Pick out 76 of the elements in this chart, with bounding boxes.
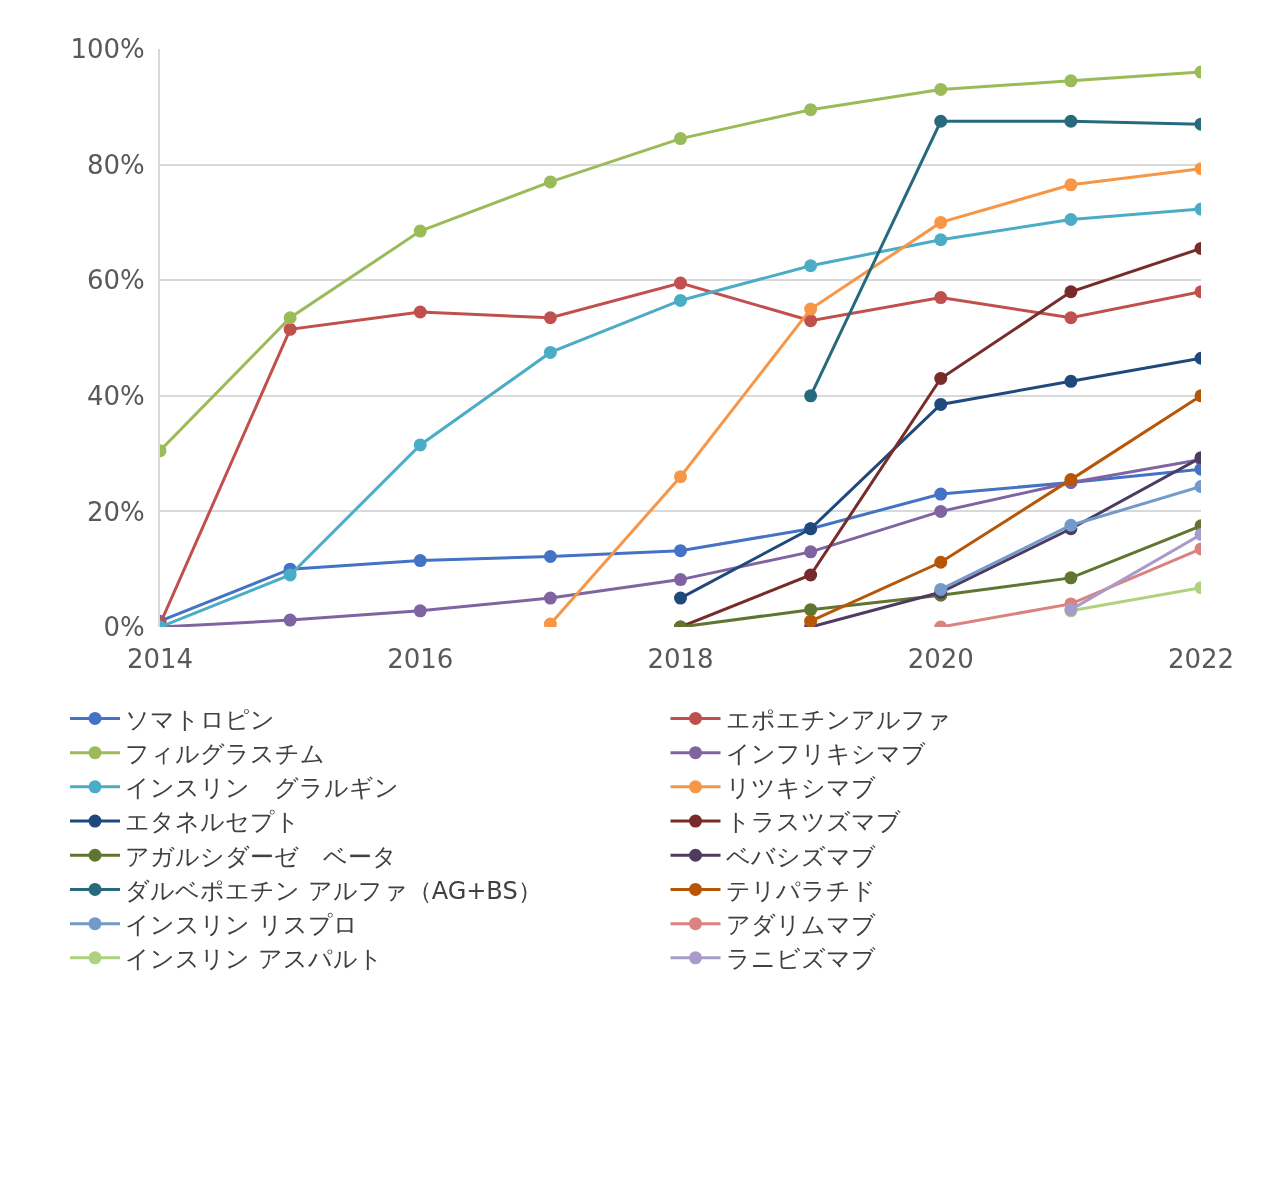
point bbox=[543, 549, 557, 563]
point bbox=[543, 591, 557, 605]
point bbox=[804, 568, 818, 582]
x-tick-label: 2022 bbox=[1167, 644, 1235, 674]
point bbox=[283, 311, 297, 325]
x-tick-label: 2018 bbox=[647, 644, 714, 674]
legend-label: アガルシダーゼ ベータ bbox=[125, 842, 397, 871]
legend-label: トラスツズマブ bbox=[725, 808, 901, 837]
legend-label: ダルベポエチン アルファ（AG+BS） bbox=[125, 876, 542, 905]
point bbox=[413, 305, 427, 319]
point bbox=[1064, 178, 1078, 192]
point bbox=[1064, 213, 1078, 226]
y-tick-label: 20% bbox=[87, 496, 145, 527]
point bbox=[674, 276, 687, 290]
point bbox=[934, 215, 948, 229]
y-tick-label: 0% bbox=[103, 612, 145, 643]
point bbox=[804, 314, 818, 328]
point bbox=[934, 82, 948, 96]
legend-label: ソマトロピン bbox=[125, 705, 275, 734]
point bbox=[674, 293, 687, 307]
point bbox=[283, 613, 297, 627]
point bbox=[804, 302, 818, 316]
y-tick-label: 60% bbox=[87, 265, 145, 296]
point bbox=[674, 573, 687, 587]
x-tick-label: 2020 bbox=[907, 644, 974, 674]
point bbox=[1064, 518, 1078, 532]
point bbox=[413, 438, 427, 452]
point bbox=[804, 614, 818, 627]
point bbox=[674, 470, 687, 484]
point bbox=[934, 291, 948, 305]
point bbox=[804, 545, 818, 559]
legend-label: アダリムマブ bbox=[725, 911, 876, 940]
legend-label: テリパラチド bbox=[725, 876, 876, 905]
point bbox=[283, 568, 297, 582]
legend-label: ラニビズマブ bbox=[725, 945, 876, 974]
x-tick-label: 2016 bbox=[387, 644, 454, 674]
point bbox=[543, 311, 557, 325]
point bbox=[413, 604, 427, 618]
point bbox=[804, 389, 818, 403]
point bbox=[283, 322, 297, 336]
y-tick-label: 100% bbox=[70, 34, 145, 65]
point bbox=[934, 504, 948, 518]
point bbox=[804, 603, 818, 617]
y-tick-label: 40% bbox=[87, 380, 145, 411]
point bbox=[804, 259, 818, 273]
point bbox=[934, 487, 948, 501]
point bbox=[674, 132, 687, 146]
x-tick-label: 2014 bbox=[126, 644, 194, 674]
point bbox=[1064, 311, 1078, 325]
legend-label: エタネルセプト bbox=[125, 808, 300, 837]
legend-label: インスリン アスパルト bbox=[125, 945, 383, 974]
legend-label: ベバシズマブ bbox=[725, 842, 876, 871]
point bbox=[1064, 285, 1078, 299]
point bbox=[934, 371, 948, 385]
point bbox=[934, 233, 948, 247]
legend-label: エポエチンアルファ bbox=[725, 705, 951, 734]
point bbox=[413, 554, 427, 568]
point bbox=[1064, 374, 1078, 388]
point bbox=[1064, 74, 1078, 88]
y-tick-label: 80% bbox=[87, 149, 145, 180]
point bbox=[543, 175, 557, 189]
point bbox=[543, 345, 557, 359]
point bbox=[1064, 571, 1078, 585]
point bbox=[934, 114, 948, 128]
point bbox=[934, 397, 948, 411]
point bbox=[674, 591, 687, 605]
point bbox=[413, 224, 427, 238]
legend-label: インスリン リスプロ bbox=[125, 911, 358, 940]
point bbox=[1064, 114, 1078, 128]
legend-label: リツキシマブ bbox=[725, 774, 876, 803]
point bbox=[674, 544, 687, 558]
point bbox=[804, 103, 818, 117]
legend-label: インスリン グラルギン bbox=[125, 774, 399, 803]
legend-label: フィルグラスチム bbox=[125, 740, 325, 769]
point bbox=[934, 555, 948, 569]
legend-label: インフリキシマブ bbox=[725, 740, 926, 769]
